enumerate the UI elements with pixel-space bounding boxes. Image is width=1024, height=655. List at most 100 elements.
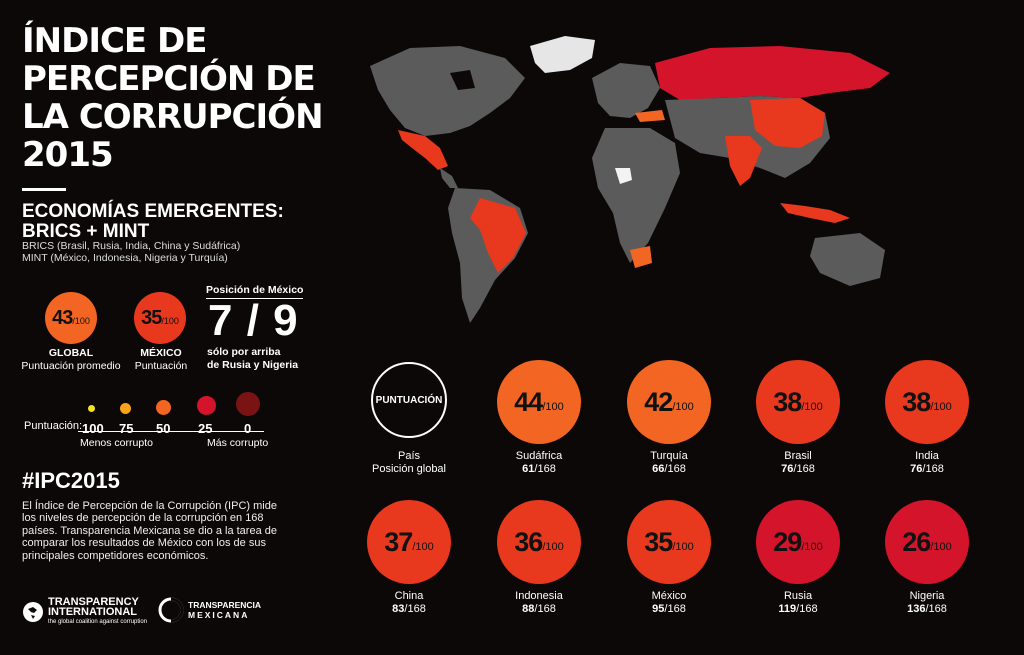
scale-dot-25 — [197, 396, 216, 415]
map-brazil — [470, 198, 526, 273]
transparency-international-logo: TRANSPARENCY INTERNATIONAL the global co… — [22, 597, 147, 627]
country-score-circle: 38/100 — [756, 360, 840, 444]
country-score: 42 — [644, 386, 673, 417]
map-greenland — [530, 36, 595, 73]
country-score-den: /100 — [801, 541, 823, 553]
ti-tagline: the global coalition against corruption — [48, 619, 148, 625]
country-name: Turquía — [650, 450, 688, 462]
scale-value-75: 75 — [119, 421, 134, 436]
country-name: Brasil — [784, 450, 812, 462]
country-rank: 136/168 — [877, 603, 977, 616]
tm-circle-icon — [158, 597, 184, 623]
country-score: 26 — [902, 526, 931, 557]
country-card-nigeria: 26/100 Nigeria 136/168 — [877, 500, 977, 616]
global-score: 43 — [52, 306, 73, 329]
country-rank: 119/168 — [748, 603, 848, 616]
country-name: Sudáfrica — [515, 450, 563, 462]
scale-more-corrupt: Más corrupto — [207, 437, 269, 449]
country-card-turquía: 42/100 Turquía 66/168 — [619, 360, 719, 476]
country-rank-total: /168 — [664, 463, 686, 475]
map-hudson-bay — [450, 70, 475, 90]
country-score-circle: 36/100 — [497, 500, 581, 584]
country-rank: 83/168 — [359, 603, 459, 616]
country-rank-total: /168 — [534, 463, 556, 475]
subtitle-line-2: BRICS + MINT — [22, 221, 150, 242]
country-card-sudáfrica: 44/100 Sudáfrica 61/168 — [489, 360, 589, 476]
country-score-den: /100 — [412, 541, 434, 553]
map-south-africa — [630, 246, 652, 268]
title-underline — [22, 188, 66, 191]
tm-name: TRANSPARENCIA — [188, 600, 262, 610]
world-map — [370, 36, 890, 323]
map-china — [750, 98, 825, 148]
title-line-2: PERCEPCIÓN DE — [22, 59, 316, 99]
transparencia-mexicana-logo: TRANSPARENCIA MEXICANA — [158, 597, 261, 623]
country-score: 35 — [644, 526, 673, 557]
scale-value-50: 50 — [156, 421, 171, 436]
tm-name-2: MEXICANA — [188, 610, 250, 620]
map-africa — [592, 128, 680, 263]
scale-dot-50 — [156, 400, 171, 415]
ti-globe-icon — [23, 602, 43, 622]
country-rank-total: /168 — [664, 603, 686, 615]
map-north-america — [370, 46, 525, 136]
scale-axis-line — [78, 431, 264, 432]
position-value: 7 / 9 — [208, 296, 299, 345]
country-rank-value: 61 — [522, 463, 535, 475]
mexico-label-sub: Puntuación — [134, 360, 188, 372]
global-label-title: GLOBAL — [48, 347, 94, 359]
country-card-rusia: 29/100 Rusia 119/168 — [748, 500, 848, 616]
scale-dot-100 — [88, 405, 95, 412]
global-label-sub: Puntuación promedio — [21, 360, 121, 372]
country-rank-total: /168 — [793, 463, 815, 475]
country-name: Rusia — [783, 590, 813, 602]
title-line-4: 2015 — [22, 135, 114, 175]
country-name: México — [651, 590, 687, 602]
legend-line-1: País — [397, 450, 420, 462]
country-rank: 88/168 — [489, 603, 589, 616]
hashtag: #IPC2015 — [22, 468, 120, 493]
country-rank-value: 83 — [392, 603, 405, 615]
country-score-den: /100 — [801, 401, 823, 413]
map-russia — [655, 46, 890, 100]
country-rank: 66/168 — [619, 463, 719, 476]
legend-label: PUNTUACIÓN — [375, 394, 443, 406]
country-rank-value: 136 — [907, 603, 926, 615]
country-score-den: /100 — [542, 541, 564, 553]
country-score-circle: 38/100 — [885, 360, 969, 444]
scale-dot-75 — [120, 403, 131, 414]
global-score-circle: 43/100 — [45, 292, 97, 344]
country-score-den: /100 — [672, 541, 694, 553]
legend-circle: PUNTUACIÓN — [371, 362, 447, 438]
map-nigeria — [615, 168, 632, 184]
country-card-méxico: 35/100 México 95/168 — [619, 500, 719, 616]
country-score: 38 — [902, 386, 931, 417]
country-score: 36 — [514, 526, 543, 557]
subtitle-line-1: ECONOMÍAS EMERGENTES: — [22, 201, 284, 222]
country-rank: 76/168 — [877, 463, 977, 476]
brics-definition: BRICS (Brasil, Rusia, India, China y Sud… — [22, 240, 241, 252]
country-card-brasil: 38/100 Brasil 76/168 — [748, 360, 848, 476]
country-score-den: /100 — [930, 401, 952, 413]
country-name: India — [915, 450, 939, 462]
country-score-circle: 26/100 — [885, 500, 969, 584]
position-heading: Posición de México — [206, 284, 304, 299]
scale-label: Puntuación: — [24, 420, 83, 432]
global-label: GLOBAL Puntuación promedio — [20, 347, 122, 373]
mexico-score-circle: 35/100 — [134, 292, 186, 344]
subtitle: ECONOMÍAS EMERGENTES: BRICS + MINT — [22, 202, 284, 242]
country-score-den: /100 — [930, 541, 952, 553]
ti-name: TRANSPARENCY — [48, 596, 139, 608]
map-australia — [810, 233, 885, 286]
position-note-2: de Rusia y Nigeria — [207, 359, 299, 371]
ti-name-2: INTERNATIONAL — [48, 606, 138, 618]
legend-line-2: Posición global — [372, 463, 446, 475]
country-rank-total: /168 — [796, 603, 818, 615]
title-line-1: ÍNDICE DE — [22, 21, 207, 61]
country-score-den: /100 — [672, 401, 694, 413]
country-score: 38 — [773, 386, 802, 417]
scale-value-25: 25 — [198, 421, 213, 436]
country-rank-value: 76 — [781, 463, 794, 475]
country-rank-total: /168 — [925, 603, 947, 615]
country-score-circle: 29/100 — [756, 500, 840, 584]
